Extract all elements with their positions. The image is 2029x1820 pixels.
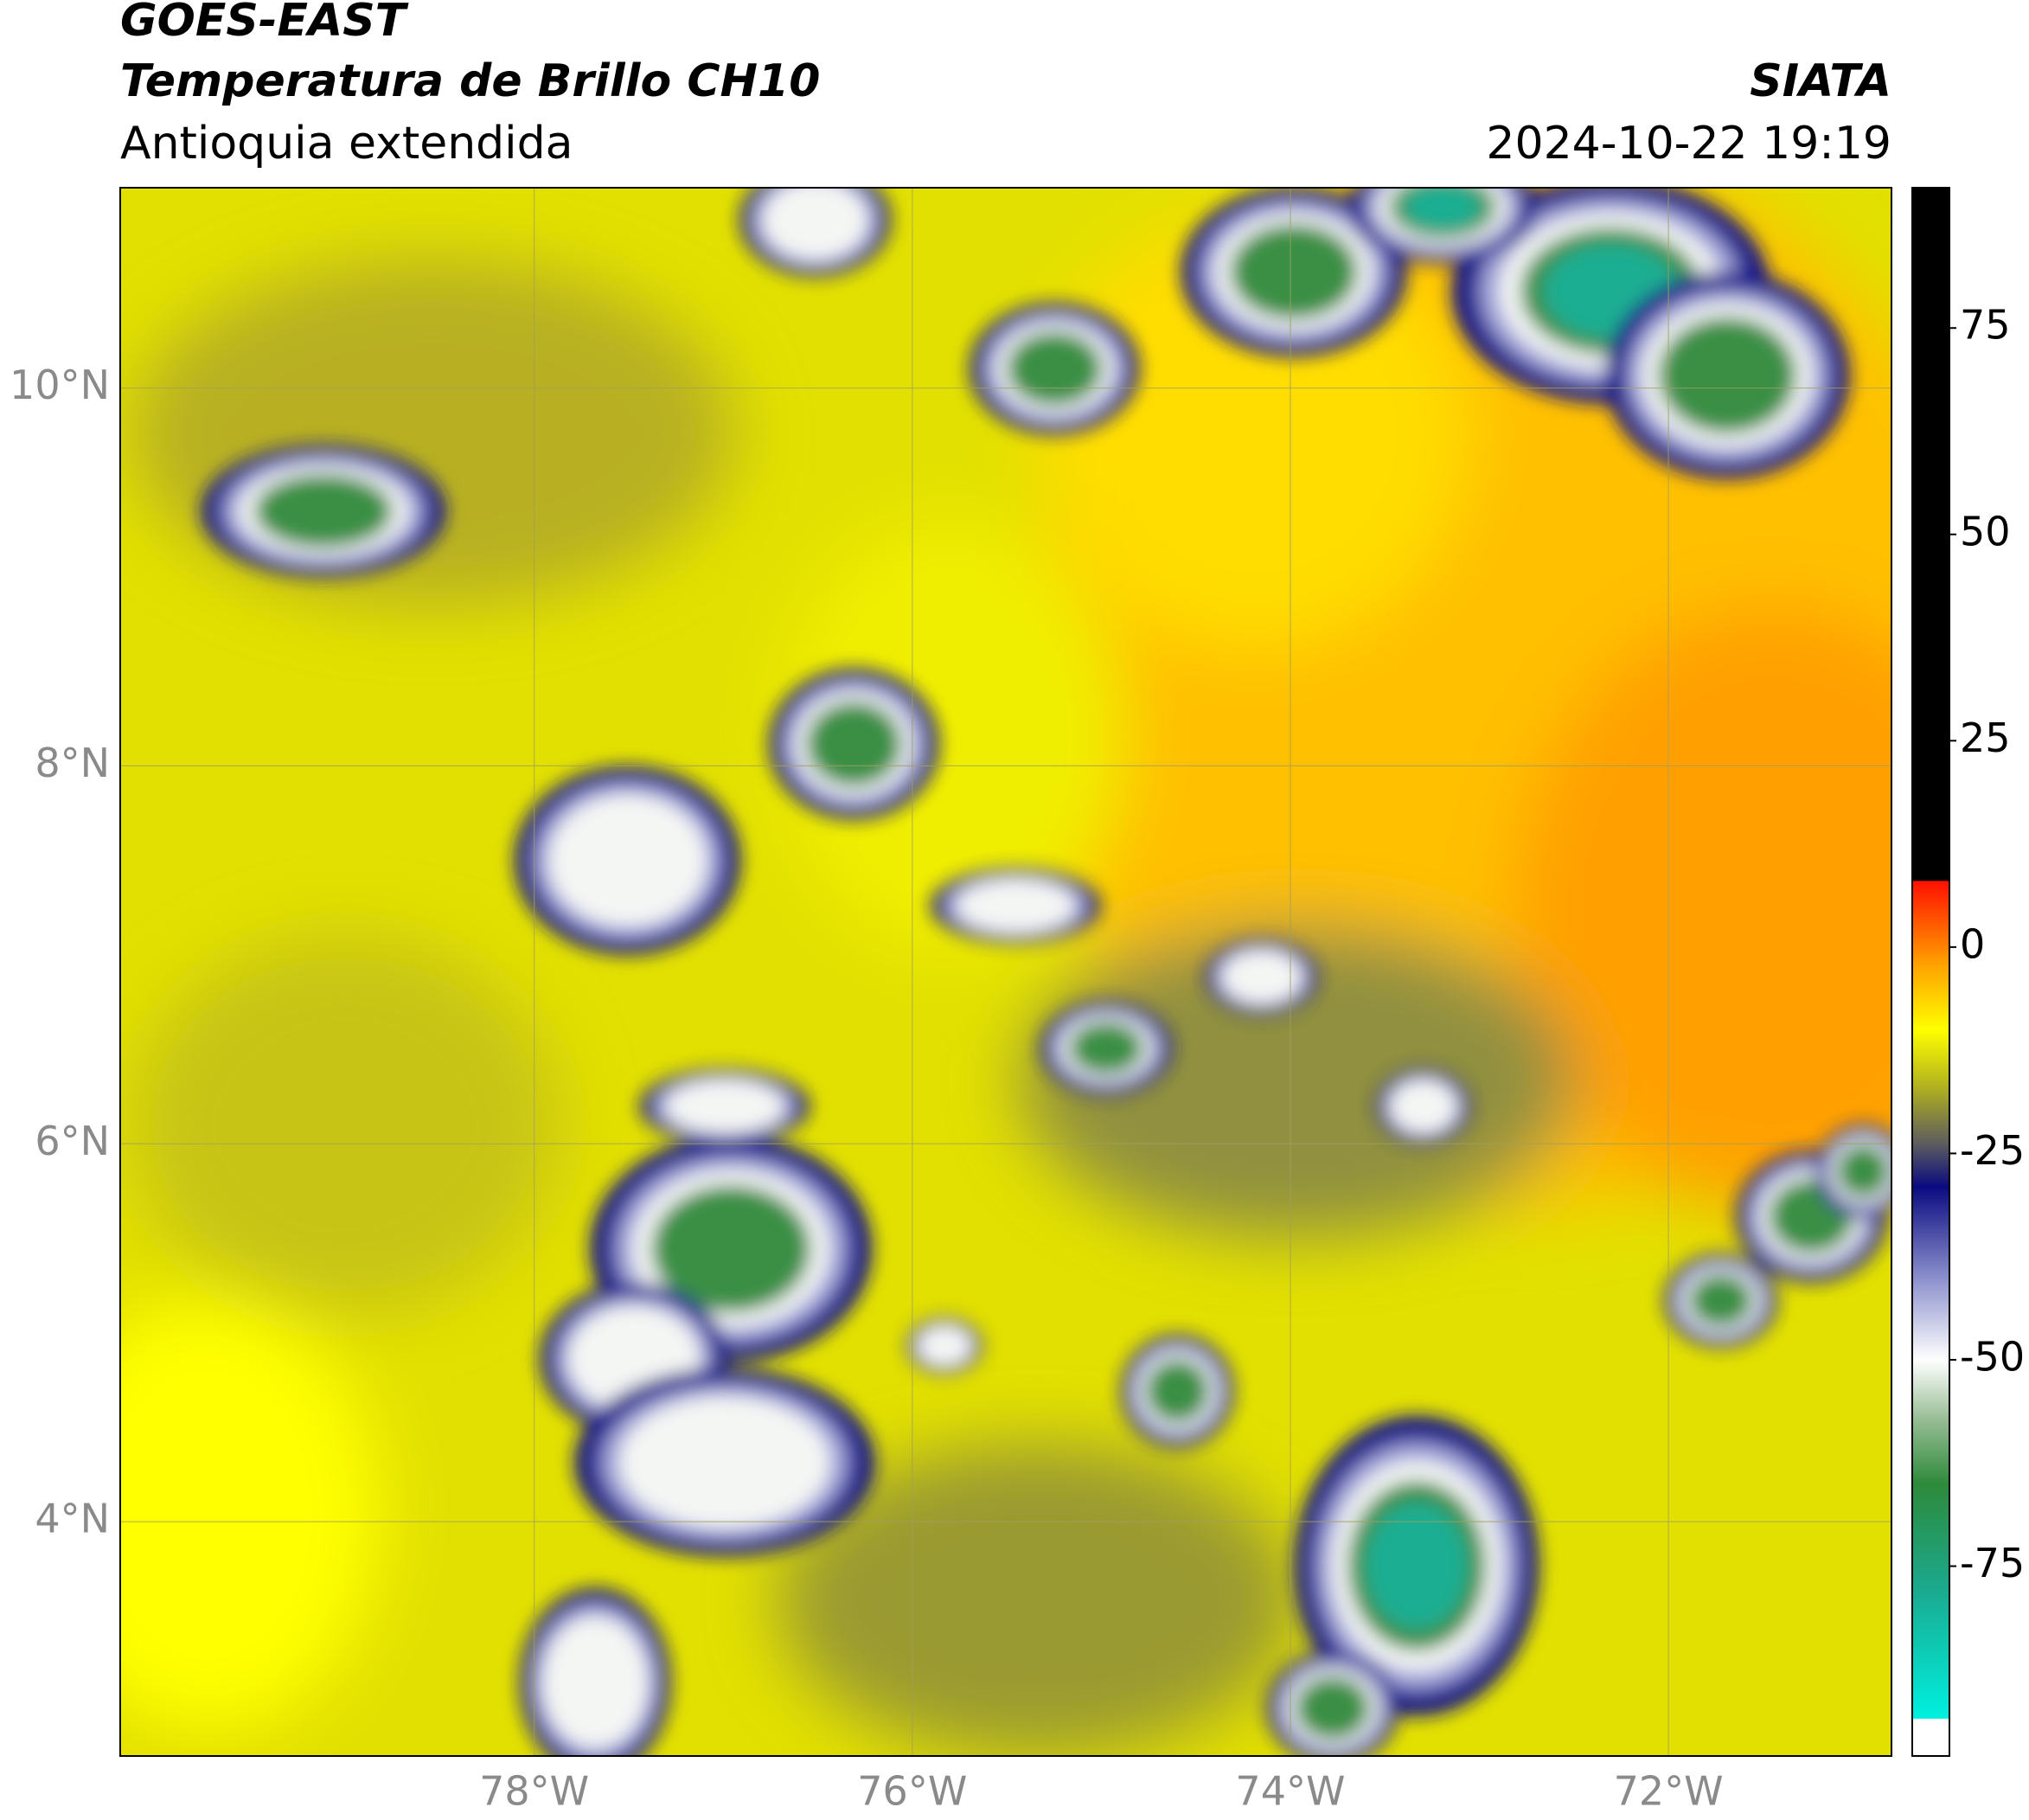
colorbar-segment [1912, 1484, 1949, 1592]
colorbar-tick-label: -75 [1960, 1540, 2025, 1586]
background-texture [120, 188, 1891, 1756]
colorbar-segment [1912, 1591, 1949, 1719]
colorbar-segment [1912, 1359, 1949, 1419]
map-area [120, 188, 1891, 1756]
x-tick-label: 76°W [857, 1768, 967, 1815]
datetime: 2024-10-22 19:19 [1486, 118, 1891, 170]
cloud-top [918, 1325, 971, 1366]
colorbar [1912, 188, 1956, 1757]
cloud-core [1658, 317, 1796, 434]
colorbar-segment [1912, 1029, 1949, 1088]
colorbar-segment [1912, 1144, 1949, 1188]
cool-region [1021, 926, 1574, 1237]
title-line3: Antioquia extendida [120, 118, 573, 170]
colorbar-tick-label: 0 [1960, 920, 1985, 967]
colorbar-tick-label: 50 [1960, 508, 2011, 554]
cloud-top [618, 1396, 830, 1528]
map-frame [119, 187, 1892, 1757]
colorbar-tick-label: 75 [1960, 302, 2011, 349]
y-tick-label: 10°N [10, 362, 110, 408]
x-tick-label: 74°W [1235, 1768, 1345, 1815]
cloud-core-cold [1364, 1501, 1469, 1631]
cloud-top [956, 879, 1076, 932]
warm-region [120, 1298, 381, 1730]
cloud-top [548, 794, 707, 927]
cloud-top [542, 1616, 649, 1749]
x-tick-label: 78°W [479, 1768, 589, 1815]
cloud-halo [202, 188, 1891, 1756]
cloud-core [651, 1185, 811, 1313]
cloud-core [1836, 1144, 1890, 1198]
y-tick-label: 8°N [35, 740, 110, 786]
colorbar-segment [1912, 963, 1949, 1030]
cloud-core [1069, 1022, 1144, 1075]
cloud-top [665, 1080, 784, 1133]
cloud-core [1295, 1676, 1370, 1740]
cloud-core [254, 473, 393, 548]
title-line2: Temperatura de Brillo CH10 [120, 55, 820, 107]
colorbar-tick-label: 25 [1960, 715, 2011, 761]
colorbar-tick-label: -25 [1960, 1127, 2025, 1174]
cloud-core [1145, 1359, 1210, 1424]
cloud-layer [202, 188, 1891, 1756]
colorbar-segment [1912, 1718, 1949, 1720]
cloud-top [1390, 1080, 1456, 1133]
source: SIATA [1750, 55, 1891, 107]
cloud-top [1221, 950, 1302, 1003]
colorbar-segment [1912, 1719, 1949, 1757]
y-tick-label: 4°N [35, 1496, 110, 1542]
warm-region [1514, 606, 1891, 1211]
cool-region [778, 1445, 1297, 1756]
cloud-core [1688, 1273, 1753, 1328]
colorbar-segment [1912, 1186, 1949, 1278]
x-tick-label: 72°W [1614, 1768, 1724, 1815]
colorbar-segment [1912, 1417, 1949, 1484]
colorbar-tick-label: -50 [1960, 1333, 2025, 1380]
title-line1: GOES-EAST [120, 0, 409, 47]
colorbar-segment [1912, 188, 1949, 881]
colorbar-frame [1911, 187, 1950, 1757]
cloud-top [762, 188, 868, 260]
cloud-core [1007, 331, 1103, 407]
cloud-core [806, 702, 902, 787]
cool-region [130, 934, 562, 1315]
colorbar-segment [1912, 1087, 1949, 1146]
cloud-core-cold [1402, 188, 1483, 232]
warm-region [778, 519, 1124, 952]
grid [120, 188, 1891, 1756]
cool-region [130, 260, 735, 606]
y-tick-label: 6°N [35, 1118, 110, 1164]
colorbar-segment [1912, 1277, 1949, 1361]
colorbar-segment [1912, 881, 1949, 964]
cloud-core [1230, 223, 1358, 320]
